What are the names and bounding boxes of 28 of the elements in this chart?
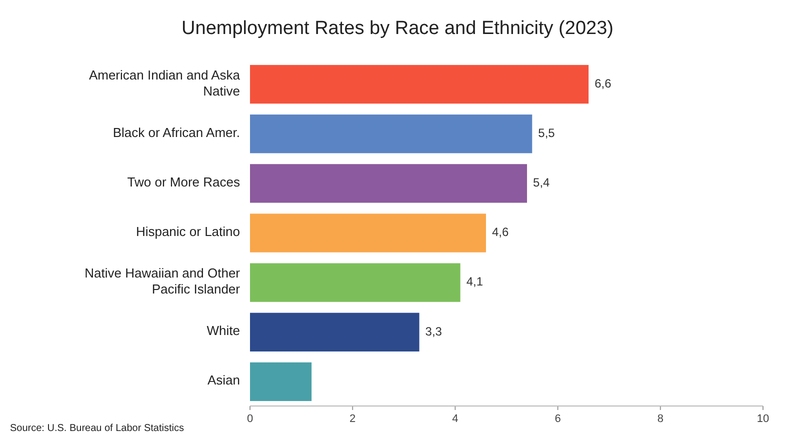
x-tick-label: 8: [657, 413, 664, 425]
bar: [250, 362, 312, 402]
y-tick-label: Native Hawaiian and Other Pacific Islander: [84, 266, 241, 298]
x-tick-label: 4: [452, 413, 458, 425]
x-tick-label: 2: [350, 413, 356, 425]
y-tick-label: Asian: [207, 373, 240, 388]
bar: [250, 164, 528, 203]
data-label: 5,4: [533, 176, 550, 190]
y-tick-label: Hispanic or Latino: [136, 224, 240, 240]
bar: [250, 312, 420, 352]
bar: [250, 263, 460, 302]
bar: [250, 214, 486, 252]
y-tick-label: White: [206, 324, 240, 339]
x-tick-label: 10: [756, 413, 770, 425]
x-tick-label: 0: [246, 413, 254, 425]
y-tick-label: American Indian and Aska Native: [88, 68, 241, 99]
data-label: 4,1: [466, 274, 484, 289]
data-label: 6,6: [594, 76, 612, 90]
bar: [250, 114, 532, 154]
data-label: 5,5: [538, 126, 556, 140]
y-tick-label: Black or African Amer.: [112, 125, 240, 140]
y-tick-label: Two or More Races: [127, 174, 240, 190]
chart-title: Unemployment Rates by Race and Ethnicity (2023): [182, 18, 614, 39]
source-note: Source: U.S. Bureau of Labor Statistics: [10, 423, 184, 434]
data-label: 4,6: [492, 225, 509, 240]
bar: [250, 64, 589, 104]
x-tick-label: 6: [554, 413, 561, 425]
data-label: 3,3: [425, 324, 442, 338]
